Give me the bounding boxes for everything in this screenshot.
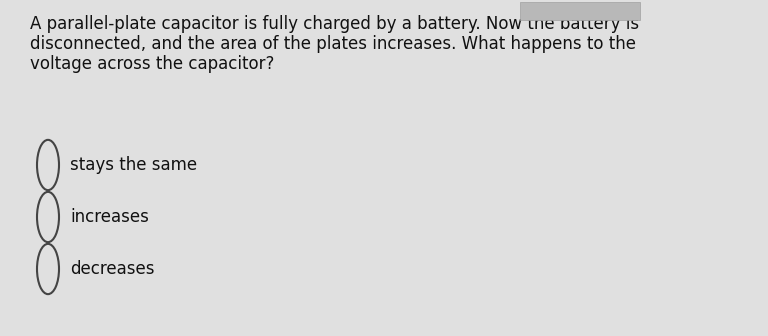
- Text: voltage across the capacitor?: voltage across the capacitor?: [30, 55, 274, 73]
- Text: A parallel-plate capacitor is fully charged by a battery. Now the battery is: A parallel-plate capacitor is fully char…: [30, 15, 639, 33]
- Text: disconnected, and the area of the plates increases. What happens to the: disconnected, and the area of the plates…: [30, 35, 636, 53]
- Text: increases: increases: [70, 208, 149, 226]
- Text: decreases: decreases: [70, 260, 154, 278]
- Bar: [520, 2, 640, 20]
- Text: stays the same: stays the same: [70, 156, 197, 174]
